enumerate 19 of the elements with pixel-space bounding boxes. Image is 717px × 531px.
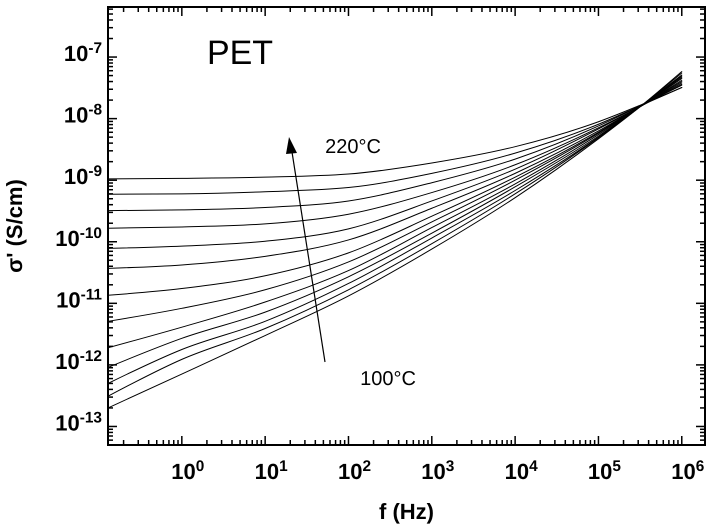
x-tick-label: 10$^{3}$ — [421, 458, 454, 484]
x-tick-label: 10$^{4}$ — [504, 458, 538, 484]
y-tick-label: 10$^{-11}$ — [56, 286, 102, 312]
y-tick-label: 10$^{-8}$ — [64, 101, 102, 128]
annotation: 220°C — [325, 136, 381, 158]
y-tick-label: 10$^{-7}$ — [64, 40, 102, 66]
x-tick-label: 10$^{2}$ — [338, 458, 371, 484]
annotation: 100°C — [360, 368, 416, 390]
y-tick-label: 10$^{-13}$ — [55, 408, 102, 436]
x-tick-label: 10$^{1}$ — [254, 458, 288, 484]
annotation: PET — [206, 34, 274, 72]
x-tick-label: 10$^{0}$ — [171, 458, 204, 484]
y-tick-label: 10$^{-9}$ — [64, 162, 102, 190]
y-tick-label: 10$^{-12}$ — [55, 347, 102, 374]
x-tick-label: 10$^{5}$ — [588, 458, 622, 484]
x-axis-title: f (Hz) — [379, 499, 434, 524]
x-tick-label: 10$^{6}$ — [671, 458, 704, 484]
y-tick-label: 10$^{-10}$ — [55, 224, 102, 251]
y-axis-title: σ' (S/cm) — [2, 179, 27, 273]
